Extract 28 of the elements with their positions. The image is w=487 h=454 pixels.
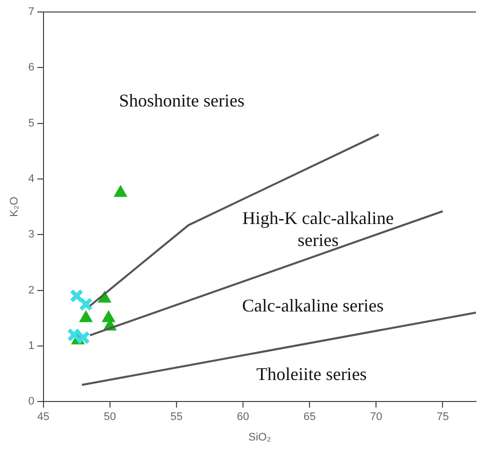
x-tick-label: 65 bbox=[303, 411, 316, 424]
y-tick-label: 7 bbox=[28, 6, 34, 18]
annotation: Shoshonite series bbox=[119, 90, 245, 110]
point bbox=[114, 185, 128, 197]
y-axis-title: K₂O bbox=[8, 196, 21, 217]
point bbox=[66, 328, 81, 342]
y-tick-label: 2 bbox=[28, 284, 34, 296]
x-tick-label: 55 bbox=[170, 411, 183, 424]
x-axis-title: SiO₂ bbox=[248, 431, 271, 444]
y-tick-label: 1 bbox=[28, 340, 34, 352]
point bbox=[70, 288, 84, 303]
annotation: Calc-alkaline series bbox=[242, 296, 384, 316]
x-tick-label: 70 bbox=[370, 411, 382, 424]
y-tick-label: 3 bbox=[28, 228, 34, 241]
x-tick-label: 45 bbox=[37, 411, 50, 424]
annotation: Tholeiite series bbox=[256, 364, 367, 384]
point bbox=[78, 297, 93, 312]
annotation: High-K calc-alkaline series bbox=[242, 208, 394, 250]
x-tick-label: 60 bbox=[236, 411, 250, 424]
point bbox=[76, 330, 90, 345]
point bbox=[102, 310, 116, 322]
x-tick-label: 75 bbox=[436, 411, 449, 424]
x-tick-label: 50 bbox=[104, 411, 116, 424]
point bbox=[79, 310, 92, 322]
y-tick-label: 0 bbox=[28, 396, 34, 408]
y-tick-label: 5 bbox=[28, 117, 34, 130]
y-tick-label: 4 bbox=[28, 173, 34, 186]
y-tick-label: 6 bbox=[28, 62, 34, 74]
